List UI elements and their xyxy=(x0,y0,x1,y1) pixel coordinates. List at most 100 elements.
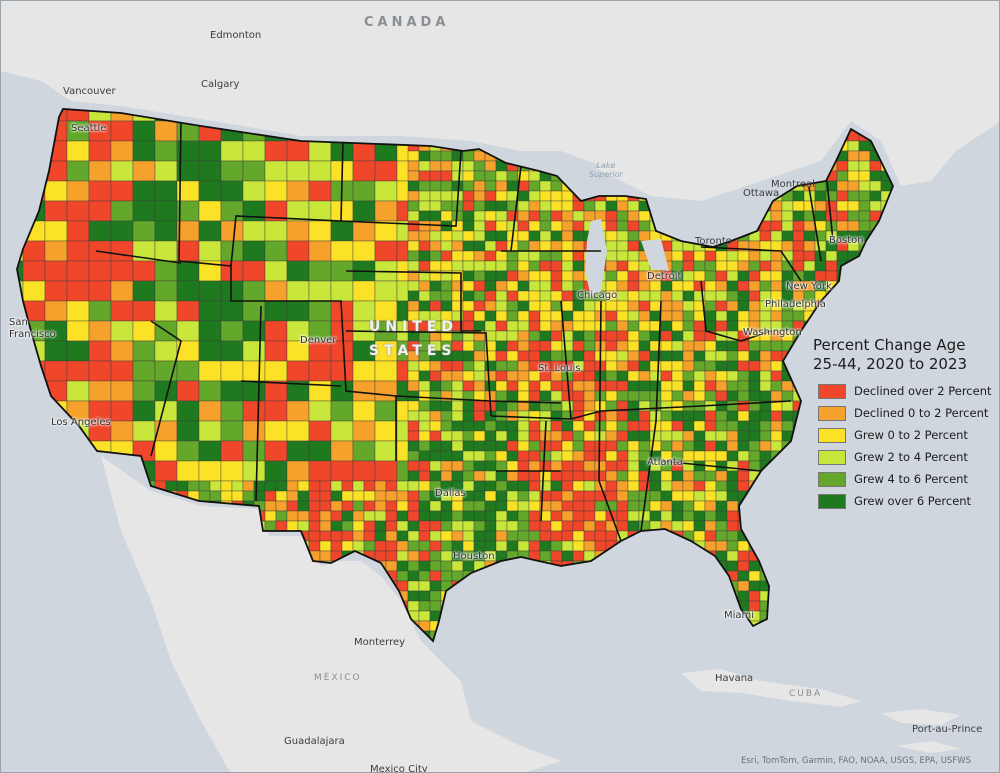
county-cell xyxy=(462,410,475,422)
county-cell xyxy=(616,250,629,262)
county-cell xyxy=(528,180,541,192)
county-cell xyxy=(858,140,871,152)
county-cell xyxy=(726,350,739,362)
county-cell xyxy=(484,230,497,242)
county-cell xyxy=(495,320,508,332)
county-cell xyxy=(737,450,750,462)
county-cell xyxy=(495,440,508,452)
county-cell xyxy=(473,250,486,262)
county-cell xyxy=(550,270,563,282)
county-cell xyxy=(539,260,552,272)
county-cell xyxy=(539,200,552,212)
county-cell xyxy=(726,430,739,442)
county-cell xyxy=(814,240,827,252)
county-cell xyxy=(308,460,332,482)
county-cell xyxy=(528,380,541,392)
county-cell xyxy=(649,290,662,302)
county-cell xyxy=(220,460,244,482)
county-cell xyxy=(847,220,860,232)
county-cell xyxy=(627,200,640,212)
county-cell xyxy=(550,180,563,192)
county-cell xyxy=(429,300,442,312)
county-cell xyxy=(484,290,497,302)
county-cell xyxy=(297,480,310,492)
county-cell xyxy=(572,250,585,262)
county-cell xyxy=(506,280,519,292)
county-cell xyxy=(836,190,849,202)
county-cell xyxy=(748,360,761,372)
county-cell xyxy=(748,250,761,262)
county-cell xyxy=(627,230,640,242)
county-cell xyxy=(22,240,46,262)
county-cell xyxy=(462,380,475,392)
county-cell xyxy=(429,200,442,212)
county-cell xyxy=(308,510,321,522)
county-cell xyxy=(132,200,156,222)
county-cell xyxy=(572,320,585,332)
county-cell xyxy=(484,530,497,542)
county-cell xyxy=(627,280,640,292)
county-cell xyxy=(561,350,574,362)
county-cell xyxy=(506,340,519,352)
county-cell xyxy=(847,180,860,192)
county-cell xyxy=(418,170,431,182)
county-cell xyxy=(440,560,453,572)
county-cell xyxy=(759,250,772,262)
legend-title: Percent Change Age 25-44, 2020 to 2023 xyxy=(813,336,998,374)
county-cell xyxy=(660,340,673,352)
county-cell xyxy=(462,180,475,192)
county-cell xyxy=(781,240,794,252)
county-cell xyxy=(693,250,706,262)
county-cell xyxy=(561,510,574,522)
county-cell xyxy=(858,210,871,222)
county-cell xyxy=(374,300,398,322)
county-cell xyxy=(561,470,574,482)
county-cell xyxy=(715,470,728,482)
county-cell xyxy=(66,240,90,262)
county-cell xyxy=(396,490,409,502)
county-cell xyxy=(704,260,717,272)
county-cell xyxy=(583,370,596,382)
county-cell xyxy=(583,310,596,322)
county-cell xyxy=(385,540,398,552)
county-cell xyxy=(440,440,453,452)
county-cell xyxy=(726,460,739,472)
county-cell xyxy=(671,400,684,412)
county-cell xyxy=(616,470,629,482)
sf-line1: San xyxy=(9,317,28,328)
county-cell xyxy=(583,400,596,412)
county-cell xyxy=(440,210,453,222)
county-cell xyxy=(363,520,376,532)
county-cell xyxy=(528,270,541,282)
county-cell xyxy=(132,180,156,202)
county-cell xyxy=(418,390,431,402)
county-cell xyxy=(462,400,475,412)
county-cell xyxy=(484,450,497,462)
county-cell xyxy=(638,390,651,402)
city-label-seattle: Seattle xyxy=(71,123,107,134)
county-cell xyxy=(374,550,387,562)
county-cell xyxy=(550,480,563,492)
lake-label: Lake Superior xyxy=(589,161,623,179)
county-cell xyxy=(792,310,805,322)
county-cell xyxy=(638,440,651,452)
county-cell xyxy=(583,300,596,312)
county-cell xyxy=(583,450,596,462)
county-cell xyxy=(330,490,343,502)
county-cell xyxy=(352,240,376,262)
county-cell xyxy=(627,490,640,502)
county-cell xyxy=(363,540,376,552)
county-cell xyxy=(451,380,464,392)
county-cell xyxy=(737,420,750,432)
county-cell xyxy=(748,370,761,382)
county-cell xyxy=(429,400,442,412)
county-cell xyxy=(462,520,475,532)
county-cell xyxy=(627,380,640,392)
city-label-washington: Washington xyxy=(743,327,802,338)
county-cell xyxy=(671,320,684,332)
county-cell xyxy=(616,390,629,402)
county-cell xyxy=(770,260,783,272)
county-cell xyxy=(528,320,541,332)
county-cell xyxy=(330,440,354,462)
